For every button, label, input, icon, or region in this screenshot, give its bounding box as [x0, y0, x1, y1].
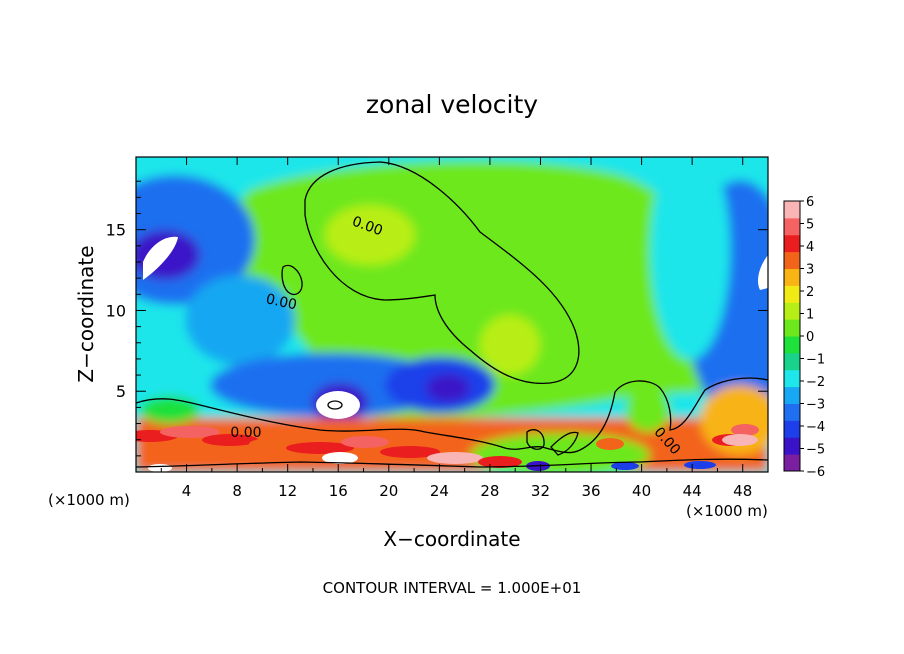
- colorbar-swatch-4: [784, 386, 800, 404]
- colorbar-swatch-12: [784, 251, 800, 269]
- colorbar-label-5: 5: [806, 218, 814, 233]
- colorbar-swatch-1: [784, 437, 800, 455]
- colorbar-label-1: 1: [806, 308, 814, 323]
- contour-interval-note: CONTOUR INTERVAL = 1.000E+01: [323, 579, 582, 597]
- x-tick-label-40: 40: [632, 482, 651, 500]
- colorbar-label--5: −5: [806, 443, 825, 458]
- colorbar-label--6: −6: [806, 465, 825, 480]
- y-tick-label-15: 15: [106, 221, 126, 240]
- y-tick-label-5: 5: [116, 382, 126, 401]
- colorbar-label-3: 3: [806, 263, 814, 278]
- x-tick-label-4: 4: [182, 482, 192, 500]
- colorbar-label--1: −1: [806, 353, 825, 368]
- plot-frame: [135, 156, 769, 473]
- x-unit-left: (×1000 m): [48, 491, 130, 509]
- colorbar-swatch-6: [784, 352, 800, 371]
- colorbar-label--4: −4: [806, 420, 825, 435]
- contour-label-2: 0.00: [230, 425, 261, 441]
- colorbar: 6 5 4 3 2 1 0 −1 −2 −3 −4 −5 −6: [783, 195, 825, 480]
- x-tick-label-32: 32: [531, 482, 550, 500]
- colorbar-label-4: 4: [806, 240, 814, 255]
- x-tick-label-12: 12: [278, 482, 297, 500]
- x-tick-label-36: 36: [581, 482, 600, 500]
- x-tick-label-28: 28: [480, 482, 499, 500]
- x-tick-label-16: 16: [329, 482, 348, 500]
- colorbar-swatch-11: [784, 268, 800, 286]
- colorbar-label-0: 0: [806, 330, 814, 345]
- chart-title: zonal velocity: [366, 90, 538, 119]
- colorbar-swatch-8: [784, 319, 800, 337]
- zero-contour-lines: [136, 161, 768, 468]
- y-tick-label-10: 10: [106, 301, 126, 320]
- x-tick-label-8: 8: [232, 482, 242, 500]
- colorbar-swatch-10: [784, 285, 800, 303]
- colorbar-swatch-14: [784, 217, 800, 236]
- colorbar-label--2: −2: [806, 375, 825, 390]
- contour-label-1: 0.00: [264, 291, 298, 313]
- x-tick-label-20: 20: [379, 482, 398, 500]
- colorbar-swatch-3: [784, 403, 800, 421]
- x-unit-right: (×1000 m): [686, 502, 768, 520]
- colorbar-swatch-13: [784, 234, 800, 253]
- colorbar-label--3: −3: [806, 398, 825, 413]
- x-tick-label-44: 44: [683, 482, 702, 500]
- x-axis-ticks: 4 8 12 16 20 24 28 32 36 40 44 48: [160, 157, 752, 500]
- colorbar-swatch-9: [784, 302, 800, 320]
- colorbar-swatch-7: [784, 336, 800, 354]
- y-axis-label: Z−coordinate: [74, 245, 98, 382]
- colorbar-label-6: 6: [806, 195, 814, 210]
- x-axis-label: X−coordinate: [383, 527, 520, 551]
- x-tick-label-48: 48: [733, 482, 752, 500]
- colorbar-label-2: 2: [806, 285, 814, 300]
- colorbar-swatch-5: [784, 369, 800, 388]
- colorbar-swatch-0: [784, 454, 800, 472]
- velocity-field: [136, 157, 768, 472]
- colorbar-swatch-15: [784, 201, 800, 219]
- x-tick-label-24: 24: [430, 482, 449, 500]
- y-axis-ticks: 5 10 15: [106, 180, 768, 457]
- colorbar-swatch-2: [784, 420, 800, 438]
